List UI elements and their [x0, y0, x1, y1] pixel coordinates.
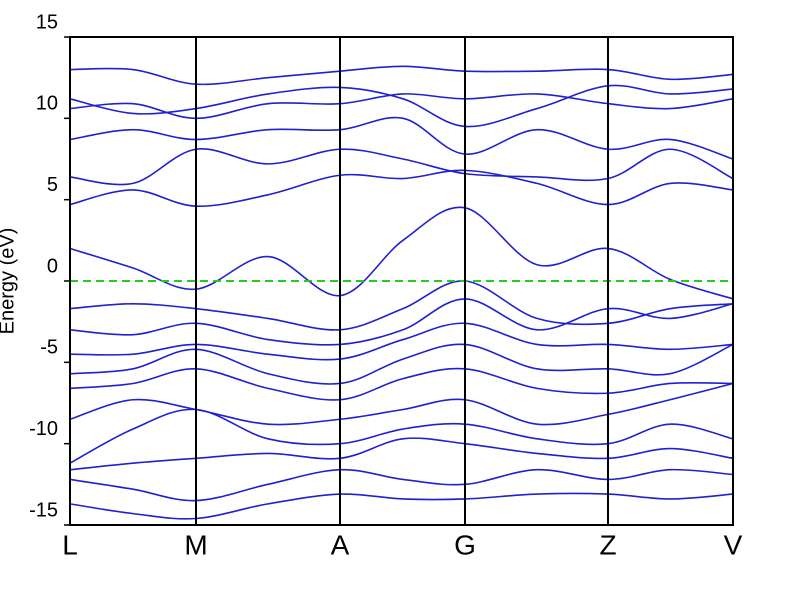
band-line	[69, 84, 734, 128]
band-line	[69, 437, 734, 471]
band-line	[69, 206, 734, 300]
y-tick-label: -5	[40, 337, 58, 359]
band-line	[69, 148, 734, 186]
band-line	[69, 367, 734, 401]
y-tick-label: 0	[47, 255, 58, 277]
band-line	[69, 492, 734, 520]
band-line	[69, 322, 734, 361]
y-tick-label: -10	[29, 418, 58, 440]
band-line	[69, 382, 734, 426]
y-tick-label: 15	[36, 11, 58, 33]
x-tick-label: V	[724, 529, 743, 560]
y-axis-label: Energy (eV)	[0, 228, 18, 335]
plot-frame	[69, 36, 734, 526]
y-tick-label: 5	[47, 174, 58, 196]
band-line	[69, 65, 734, 86]
band-line	[69, 343, 734, 385]
band-line	[69, 408, 734, 464]
y-tick-label: 10	[36, 93, 58, 115]
band-line	[69, 169, 734, 207]
band-line	[69, 93, 734, 120]
x-tick-label: A	[331, 529, 350, 560]
x-tick-label: M	[184, 529, 207, 560]
x-tick-label: G	[454, 529, 476, 560]
y-tick-label: -15	[29, 499, 58, 521]
x-tick-label: Z	[599, 529, 616, 560]
band-line	[69, 280, 734, 331]
x-tick-label: L	[62, 529, 78, 560]
band-line	[69, 468, 734, 502]
band-line	[69, 116, 734, 160]
band-line	[69, 298, 734, 346]
